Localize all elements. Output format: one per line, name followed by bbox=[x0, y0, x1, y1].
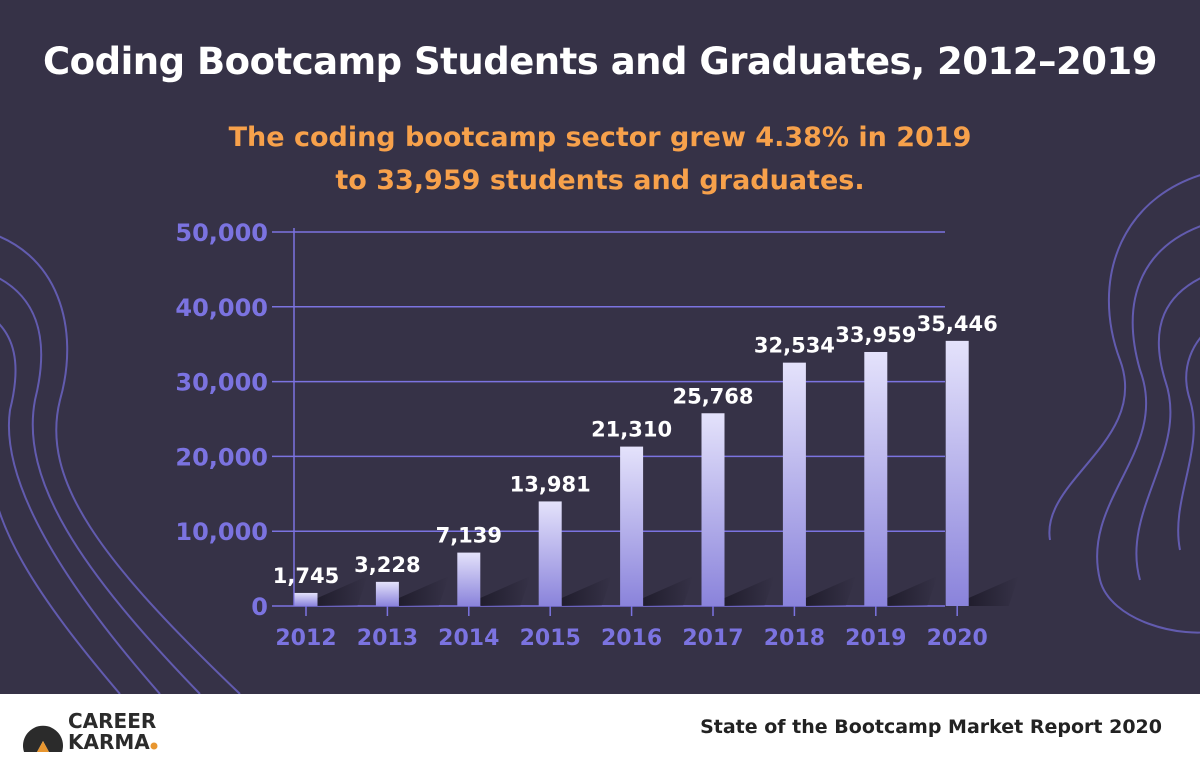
chart-title: Coding Bootcamp Students and Graduates, … bbox=[43, 40, 1157, 83]
bar bbox=[945, 340, 969, 606]
data-label: 25,768 bbox=[672, 384, 753, 408]
data-label: 32,534 bbox=[754, 334, 835, 358]
x-tick-label: 2017 bbox=[682, 626, 743, 651]
bar bbox=[538, 501, 562, 606]
data-label: 7,139 bbox=[436, 524, 502, 548]
y-tick-label: 30,000 bbox=[175, 369, 268, 397]
x-tick-label: 2014 bbox=[438, 626, 499, 651]
bar bbox=[864, 351, 888, 606]
x-tick-label: 2013 bbox=[357, 626, 418, 651]
contour-lines-decoration bbox=[0, 174, 1200, 694]
bar-shadow bbox=[968, 576, 1019, 606]
data-label: 1,745 bbox=[273, 564, 339, 588]
y-tick-label: 50,000 bbox=[175, 219, 268, 247]
x-tick-label: 2019 bbox=[845, 626, 906, 651]
bar-shadow bbox=[317, 576, 368, 606]
y-tick-label: 20,000 bbox=[175, 443, 268, 471]
bar-shadow bbox=[805, 576, 856, 606]
bar-shadow bbox=[724, 576, 775, 606]
bar-shadow bbox=[480, 576, 531, 606]
logo-text-line2: KARMA bbox=[68, 730, 150, 752]
x-tick-label: 2020 bbox=[927, 626, 988, 651]
x-tick-label: 2018 bbox=[764, 626, 825, 651]
bar-shadow bbox=[887, 576, 938, 606]
data-label: 3,228 bbox=[354, 553, 420, 577]
x-tick-label: 2012 bbox=[275, 626, 336, 651]
logo-text-line1: CAREER bbox=[68, 709, 156, 733]
bar-chart: 0 10,000 20,000 30,000 40,000 50,000 1,745 2012… bbox=[175, 219, 1019, 651]
bar-shadow bbox=[398, 576, 449, 606]
x-tick-label: 2015 bbox=[520, 626, 581, 651]
data-label: 13,981 bbox=[510, 472, 591, 496]
bar-shadow bbox=[643, 576, 694, 606]
chart-subtitle: The coding bootcamp sector grew 4.38% in… bbox=[0, 116, 1200, 202]
subtitle-line: to 33,959 students and graduates. bbox=[335, 165, 865, 196]
bar-shadow bbox=[561, 576, 612, 606]
data-label: 35,446 bbox=[917, 312, 998, 336]
report-name: State of the Bootcamp Market Report 2020 bbox=[700, 716, 1162, 738]
subtitle-line: The coding bootcamp sector grew 4.38% in… bbox=[228, 122, 972, 153]
bar bbox=[375, 581, 399, 606]
x-tick-label: 2016 bbox=[601, 626, 662, 651]
bar bbox=[701, 413, 725, 606]
career-karma-logo: CAREER KARMA bbox=[23, 709, 158, 752]
data-label: 33,959 bbox=[835, 323, 916, 347]
data-label: 21,310 bbox=[591, 418, 672, 442]
y-tick-label: 0 bbox=[251, 593, 268, 621]
bar bbox=[620, 446, 644, 606]
bar bbox=[782, 362, 806, 606]
bar bbox=[294, 592, 318, 606]
y-tick-label: 40,000 bbox=[175, 294, 268, 322]
bar bbox=[457, 552, 481, 606]
chart-panel: Coding Bootcamp Students and Graduates, … bbox=[0, 0, 1200, 694]
y-tick-label: 10,000 bbox=[175, 518, 268, 546]
